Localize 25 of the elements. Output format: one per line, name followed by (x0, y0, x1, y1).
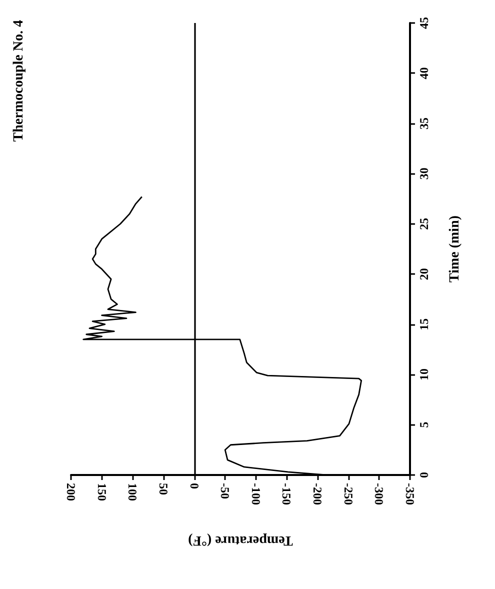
x-tick-label: 50 (156, 483, 170, 495)
x-tick-label: 100 (126, 483, 140, 501)
x-tick-label: -350 (403, 483, 417, 505)
y-axis-title: Time (min) (448, 215, 462, 283)
x-tick-label: -300 (372, 483, 386, 505)
y-tick-label: 25 (417, 218, 431, 230)
y-tick-label: 35 (417, 117, 431, 130)
x-tick-label: -250 (341, 483, 356, 505)
x-tick-label: -100 (248, 483, 263, 505)
y-tick-label: 20 (417, 268, 431, 280)
y-tick-label: 30 (417, 168, 431, 180)
x-tick-label: -150 (280, 483, 294, 505)
y-tick-label: 0 (417, 472, 431, 478)
x-tick-label: -50 (218, 483, 232, 499)
y-tick-label: 5 (417, 422, 431, 428)
y-tick-label: 45 (417, 17, 431, 29)
x-tick-label: 150 (94, 483, 109, 501)
y-tick-label: 10 (417, 368, 431, 381)
y-tick-label: 15 (417, 318, 431, 330)
text: Thermocouple No. 4 (12, 20, 26, 142)
y-tick-label: 40 (417, 67, 431, 80)
x-tick-label: -200 (310, 483, 325, 505)
x-tick-label: 0 (187, 483, 202, 489)
x-axis-title: Temperature (°F) (188, 532, 293, 548)
x-tick-label: 200 (64, 483, 78, 501)
